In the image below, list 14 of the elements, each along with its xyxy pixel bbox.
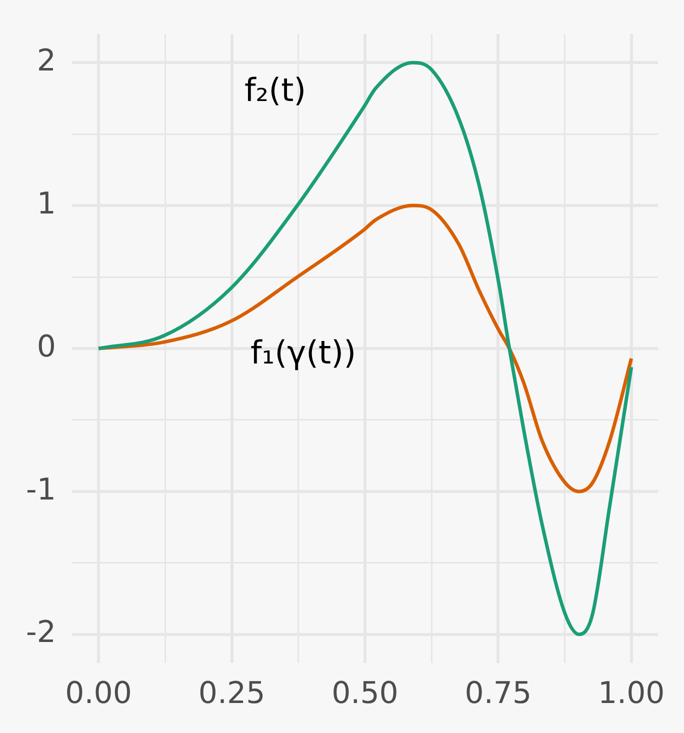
- x-tick-label: 0.00: [65, 676, 132, 711]
- line-series: [96, 204, 634, 494]
- line-series: [96, 60, 634, 636]
- y-tick-label: 2: [36, 43, 56, 78]
- series-label: f₁(γ(t)): [250, 333, 356, 372]
- x-tick-label: 1.00: [598, 676, 665, 711]
- series-label: f₂(t): [244, 70, 306, 109]
- x-tick-label: 0.25: [198, 676, 266, 711]
- y-tick-label: 1: [36, 186, 56, 222]
- y-tick-label: -2: [26, 615, 56, 650]
- x-tick-label: 0.50: [332, 676, 398, 711]
- y-tick-label: -1: [26, 472, 56, 508]
- x-tick-label: 0.75: [464, 676, 532, 711]
- y-tick-label: 0: [36, 329, 56, 364]
